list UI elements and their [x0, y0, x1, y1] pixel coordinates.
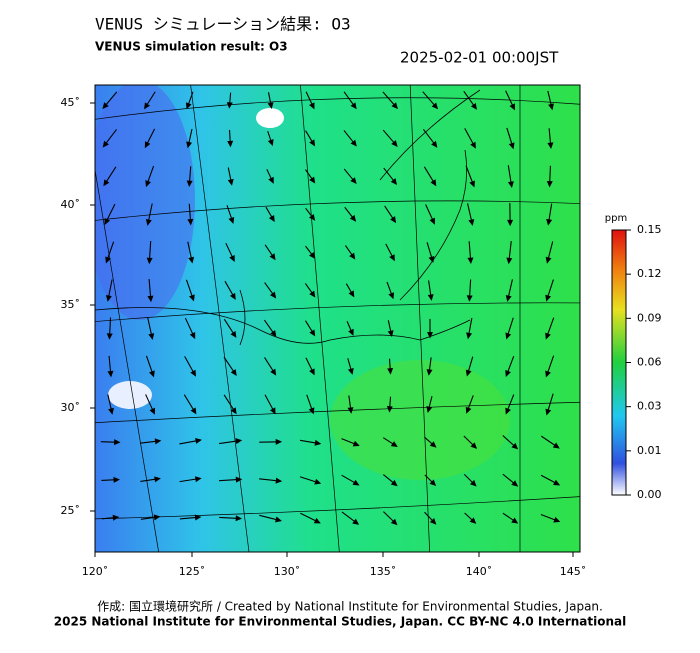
- lat-label: 30˚: [61, 401, 81, 414]
- colorbar-label: 0.12: [637, 267, 662, 280]
- lon-label: 120˚: [82, 565, 109, 578]
- colorbar-label: 0.03: [637, 400, 662, 413]
- lon-label: 145˚: [560, 565, 587, 578]
- colorbar-label: 0.00: [637, 488, 662, 501]
- credit: 作成: 国立環境研究所 / Created by National Instit…: [97, 599, 603, 614]
- lon-label: 140˚: [466, 565, 493, 578]
- lat-label: 25˚: [61, 504, 81, 517]
- subtitle: VENUS simulation result: O3: [95, 40, 288, 54]
- lat-label: 35˚: [61, 298, 81, 311]
- lon-label: 135˚: [370, 565, 397, 578]
- timestamp: 2025-02-01 00:00JST: [400, 49, 559, 67]
- colorbar-label: 0.06: [637, 356, 662, 369]
- colorbar-label: 0.01: [637, 444, 662, 457]
- colorbar: [612, 230, 626, 495]
- title: VENUS シミュレーション結果: O3: [95, 15, 351, 34]
- colorbar-label: 0.09: [637, 311, 662, 324]
- lat-label: 40˚: [61, 198, 81, 211]
- copyright: 2025 National Institute for Environmenta…: [54, 615, 626, 629]
- lon-label: 125˚: [179, 565, 206, 578]
- lat-label: 45˚: [61, 96, 81, 109]
- colorbar-label: 0.15: [637, 223, 662, 236]
- lon-label: 130˚: [274, 565, 301, 578]
- map: [80, 80, 590, 560]
- colorbar-unit: ppm: [605, 213, 627, 224]
